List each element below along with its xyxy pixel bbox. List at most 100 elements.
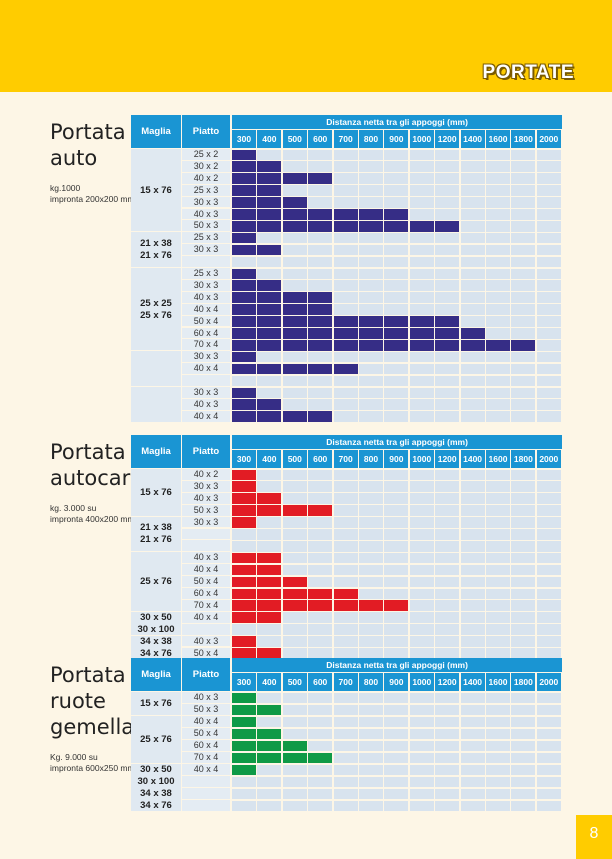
load-cell-filled bbox=[232, 351, 256, 363]
load-cell-empty bbox=[460, 612, 485, 623]
piatto-cell bbox=[182, 788, 230, 800]
load-cell-empty bbox=[384, 304, 409, 315]
load-cell-empty bbox=[282, 540, 307, 552]
load-cell-empty bbox=[511, 764, 536, 776]
load-cell-empty bbox=[409, 764, 434, 776]
load-cell-empty bbox=[460, 564, 485, 576]
load-cell-filled bbox=[359, 328, 383, 339]
piatto-cell: 30 x 2 bbox=[182, 160, 230, 173]
load-cell-empty bbox=[409, 387, 434, 399]
distance-value: 2000 bbox=[536, 673, 561, 691]
load-cell-empty bbox=[308, 481, 333, 493]
load-cell-empty bbox=[536, 800, 561, 812]
load-cell-empty bbox=[333, 740, 358, 752]
load-cell-filled bbox=[232, 740, 256, 752]
distance-value: 500 bbox=[282, 673, 307, 691]
maglia-label: 25 x 76 bbox=[140, 309, 172, 321]
distance-value: 1000 bbox=[409, 673, 434, 691]
load-cell-empty bbox=[460, 764, 485, 776]
load-cell-empty bbox=[435, 280, 460, 292]
load-cell-empty bbox=[511, 173, 536, 184]
load-cell-empty bbox=[536, 232, 561, 244]
load-cell-empty bbox=[333, 493, 358, 504]
load-cell-filled bbox=[308, 339, 333, 351]
load-cell-empty bbox=[460, 220, 485, 232]
load-cell-filled bbox=[232, 411, 256, 422]
load-cell-empty bbox=[384, 232, 409, 244]
load-cell-empty bbox=[486, 564, 510, 576]
load-cell-filled bbox=[282, 363, 307, 375]
maglia-group bbox=[131, 469, 181, 516]
load-cell-empty bbox=[384, 636, 409, 647]
maglia-group bbox=[131, 611, 181, 635]
load-cell-empty bbox=[511, 564, 536, 576]
load-cell-filled bbox=[257, 209, 282, 220]
load-cell-empty bbox=[536, 197, 561, 208]
load-cell-empty bbox=[511, 256, 536, 268]
load-cell-empty bbox=[486, 776, 510, 788]
load-cell-empty bbox=[409, 624, 434, 635]
piatto-cell: 30 x 3 bbox=[182, 516, 230, 529]
load-cell-empty bbox=[460, 304, 485, 315]
load-cell-empty bbox=[435, 740, 460, 752]
load-cell-empty bbox=[486, 752, 510, 764]
piatto-cell: 30 x 3 bbox=[182, 196, 230, 209]
load-cell-empty bbox=[232, 540, 256, 552]
piatto-cell: 60 x 4 bbox=[182, 327, 230, 340]
piatto-cell: 40 x 3 bbox=[182, 492, 230, 505]
load-cell-empty bbox=[257, 387, 282, 399]
load-cell-empty bbox=[384, 161, 409, 173]
piatto-cell: 30 x 3 bbox=[182, 351, 230, 364]
maglia-header: Maglia bbox=[131, 658, 181, 691]
distance-value: 800 bbox=[359, 130, 383, 148]
piatto-cell: 40 x 4 bbox=[182, 716, 230, 728]
load-cell-empty bbox=[409, 788, 434, 800]
load-cell-empty bbox=[536, 716, 561, 728]
load-cell-filled bbox=[257, 552, 282, 564]
load-cell-empty bbox=[486, 636, 510, 647]
load-cell-empty bbox=[486, 316, 510, 327]
load-cell-empty bbox=[435, 493, 460, 504]
section-note-line: impronta 600x250 mm bbox=[50, 762, 135, 773]
load-cell-empty bbox=[232, 624, 256, 635]
distance-value: 300 bbox=[232, 130, 256, 148]
distance-value: 600 bbox=[308, 130, 333, 148]
load-cell-empty bbox=[536, 517, 561, 528]
load-cell-empty bbox=[308, 493, 333, 504]
load-cell-empty bbox=[359, 197, 383, 208]
load-cell-empty bbox=[384, 764, 409, 776]
load-cell-empty bbox=[384, 411, 409, 422]
load-cell-empty bbox=[384, 529, 409, 540]
load-cell-empty bbox=[511, 552, 536, 564]
load-cell-empty bbox=[511, 304, 536, 315]
load-cell-filled bbox=[232, 481, 256, 493]
load-cell-empty bbox=[460, 752, 485, 764]
load-cell-empty bbox=[384, 517, 409, 528]
piatto-cell: 40 x 3 bbox=[182, 635, 230, 648]
load-cell-filled bbox=[232, 185, 256, 196]
load-cell-empty bbox=[460, 648, 485, 659]
load-cell-empty bbox=[384, 197, 409, 208]
section-note-line: kg. 3.000 su bbox=[50, 503, 97, 513]
load-cell-empty bbox=[333, 387, 358, 399]
distance-value: 2000 bbox=[536, 130, 561, 148]
load-cell-empty bbox=[282, 716, 307, 728]
distance-value: 1800 bbox=[511, 130, 536, 148]
load-cell-empty bbox=[460, 149, 485, 161]
load-cell-filled bbox=[359, 600, 383, 612]
load-cell-filled bbox=[282, 740, 307, 752]
load-cell-empty bbox=[359, 564, 383, 576]
load-cell-empty bbox=[536, 505, 561, 516]
load-cell-empty bbox=[536, 624, 561, 635]
load-cell-empty bbox=[384, 256, 409, 268]
load-cell-empty bbox=[308, 648, 333, 659]
load-cell-filled bbox=[333, 209, 358, 220]
distance-value: 900 bbox=[384, 130, 409, 148]
load-cell-filled bbox=[232, 161, 256, 173]
load-cell-empty bbox=[308, 636, 333, 647]
load-cell-empty bbox=[460, 411, 485, 422]
load-cell-filled bbox=[409, 220, 434, 232]
load-cell-empty bbox=[333, 256, 358, 268]
load-cell-empty bbox=[333, 612, 358, 623]
load-cell-empty bbox=[359, 149, 383, 161]
